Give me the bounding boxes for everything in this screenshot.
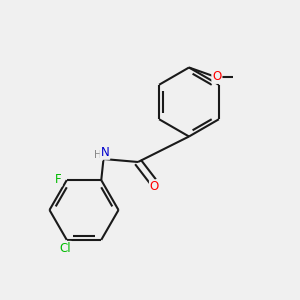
Text: Cl: Cl <box>59 242 71 255</box>
Text: O: O <box>212 70 221 83</box>
Text: N: N <box>100 146 109 159</box>
Text: H: H <box>94 150 102 160</box>
Text: F: F <box>55 173 62 186</box>
Text: O: O <box>150 180 159 194</box>
